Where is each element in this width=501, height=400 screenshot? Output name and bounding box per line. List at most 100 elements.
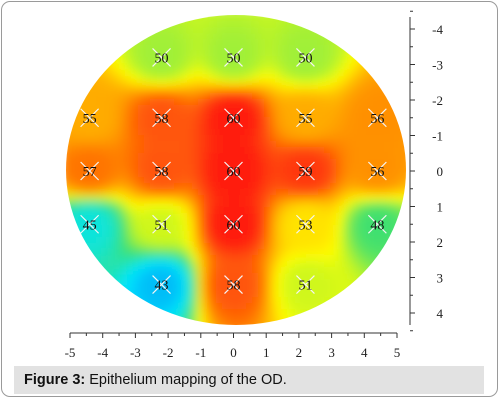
- heatmap-cell: [306, 291, 313, 298]
- heatmap-cell: [390, 309, 397, 316]
- heatmap-cell: [114, 153, 121, 160]
- heatmap-cell: [210, 81, 217, 88]
- heatmap-cell: [402, 63, 406, 70]
- x-tick-label: 4: [361, 345, 368, 360]
- heatmap-cell: [246, 153, 253, 160]
- heatmap-cell: [300, 135, 307, 142]
- heatmap-cell: [300, 285, 307, 292]
- heatmap-cell: [186, 45, 193, 52]
- heatmap-cell: [162, 207, 169, 214]
- heatmap-cell: [282, 177, 289, 184]
- heatmap-cell: [330, 39, 337, 46]
- heatmap-cell: [90, 237, 97, 244]
- heatmap-cell: [138, 177, 145, 184]
- heatmap-cell: [204, 153, 211, 160]
- heatmap-cell: [66, 87, 73, 94]
- heatmap-cell: [294, 315, 301, 322]
- heatmap-cell: [198, 135, 205, 142]
- heatmap-cell: [168, 261, 175, 268]
- heatmap-cell: [144, 273, 151, 280]
- heatmap-cell: [84, 39, 91, 46]
- point-cross: [296, 108, 315, 128]
- heatmap-cell: [264, 99, 271, 106]
- data-point: 51: [296, 275, 315, 295]
- heatmap-cell: [90, 147, 97, 154]
- heatmap-cell: [246, 225, 253, 232]
- heatmap-cell: [186, 87, 193, 94]
- heatmap-cell: [258, 123, 265, 130]
- heatmap-cell: [114, 165, 121, 172]
- heatmap-cell: [270, 243, 277, 250]
- heatmap-cell: [300, 15, 307, 16]
- heatmap-cell: [348, 303, 355, 310]
- heatmap-cell: [132, 117, 139, 124]
- heatmap-cell: [330, 147, 337, 154]
- heatmap-cell: [78, 243, 85, 250]
- heatmap-cell: [372, 69, 379, 76]
- heatmap-cell: [156, 243, 163, 250]
- heatmap-cell: [396, 111, 403, 118]
- heatmap-cell: [288, 45, 295, 52]
- heatmap-cell: [264, 225, 271, 232]
- heatmap-cell: [318, 297, 325, 304]
- heatmap-cell: [192, 75, 199, 82]
- heatmap-cell: [354, 273, 361, 280]
- heatmap-cell: [78, 93, 85, 100]
- heatmap-cell: [204, 15, 211, 16]
- heatmap-cell: [66, 15, 67, 22]
- heatmap-cell: [240, 99, 247, 106]
- heatmap-cell: [246, 69, 253, 76]
- heatmap-cell: [330, 261, 337, 268]
- x-tick-label: 0: [230, 345, 237, 360]
- heatmap-cell: [276, 261, 283, 268]
- heatmap-cell: [210, 297, 217, 304]
- heatmap-cell: [216, 171, 223, 178]
- heatmap-cell: [246, 297, 253, 304]
- heatmap-cell: [150, 177, 157, 184]
- heatmap-cell: [276, 99, 283, 106]
- heatmap-cell: [240, 21, 247, 28]
- heatmap-cell: [186, 321, 193, 325]
- heatmap-cell: [162, 99, 169, 106]
- heatmap-cell: [78, 129, 85, 136]
- heatmap-cell: [114, 255, 121, 262]
- heatmap-cell: [168, 213, 175, 220]
- heatmap-cell: [276, 195, 283, 202]
- heatmap-cell: [186, 309, 193, 316]
- heatmap-cell: [372, 99, 379, 106]
- heatmap-cell: [138, 237, 145, 244]
- heatmap-cell: [276, 111, 283, 118]
- heatmap-cell: [84, 231, 91, 238]
- heatmap-cell: [258, 75, 265, 82]
- heatmap-cell: [66, 321, 67, 325]
- heatmap-cell: [192, 315, 199, 322]
- heatmap-cell: [72, 213, 79, 220]
- heatmap-cell: [114, 261, 121, 268]
- heatmap-cell: [78, 321, 85, 325]
- heatmap-cell: [270, 297, 277, 304]
- heatmap-cell: [132, 243, 139, 250]
- heatmap-cell: [156, 129, 163, 136]
- heatmap-cell: [126, 57, 133, 64]
- heatmap-cell: [90, 309, 97, 316]
- heatmap-cell: [168, 189, 175, 196]
- heatmap-cell: [294, 231, 301, 238]
- heatmap-cell: [78, 165, 85, 172]
- heatmap-cell: [198, 165, 205, 172]
- heatmap-cell: [396, 297, 403, 304]
- heatmap-cell: [336, 279, 343, 286]
- heatmap-cell: [180, 291, 187, 298]
- heatmap-cell: [240, 45, 247, 52]
- heatmap-cell: [300, 129, 307, 136]
- heatmap-cell: [66, 153, 67, 160]
- heatmap-cell: [192, 285, 199, 292]
- heatmap-cell: [216, 15, 223, 16]
- heatmap-cell: [174, 201, 181, 208]
- heatmap-cell: [84, 153, 91, 160]
- heatmap-cell: [372, 243, 379, 250]
- heatmap-cell: [354, 171, 361, 178]
- heatmap-cell: [228, 285, 235, 292]
- heatmap-cell: [402, 93, 406, 100]
- heatmap-cell: [192, 141, 199, 148]
- heatmap-cell: [174, 231, 181, 238]
